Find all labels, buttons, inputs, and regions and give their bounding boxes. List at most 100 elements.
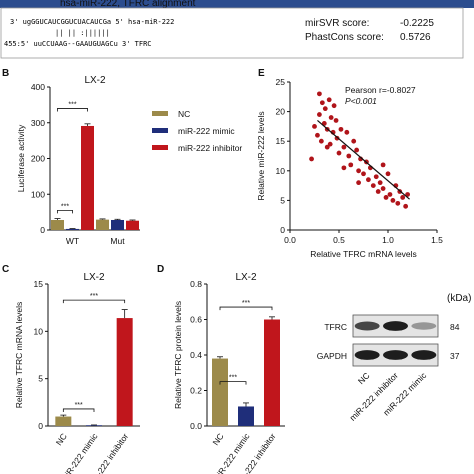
alignment-box — [0, 7, 464, 59]
y-tick-label: 25 — [276, 77, 286, 87]
chart-title: LX-2 — [84, 75, 106, 86]
scatter-point — [373, 174, 379, 180]
legend-entry: NC — [178, 109, 190, 119]
phastcons-score-label: PhastCons score: — [305, 32, 384, 43]
x-tick-label: 0.5 — [333, 235, 345, 245]
scatter-point — [346, 153, 352, 159]
tfrc-protein-chart: 0.0 0.2 0.4 0.6 0.8 LX-2 Relative TFRC protein… — [173, 272, 285, 474]
y-tick-label: 0.0 — [190, 421, 202, 431]
panel-label-c: C — [2, 264, 9, 275]
bar — [55, 416, 72, 426]
y-tick-label: 5 — [38, 374, 43, 384]
correlation-scatter: 0 5 10 15 20 25 Relative miR-222 levels 0.0 0.5 1… — [256, 77, 443, 259]
bar — [66, 228, 79, 230]
y-axis-label: Relative TFRC protein levels — [173, 301, 183, 409]
mirsvr-score-value: -0.2225 — [400, 18, 434, 29]
scatter-point — [377, 180, 383, 186]
y-tick-label: 10 — [276, 166, 286, 176]
kda-label: (kDa) — [447, 293, 471, 304]
y-tick-label: 20 — [276, 107, 286, 117]
regression-line — [317, 120, 410, 200]
scatter-point — [354, 147, 360, 153]
scatter-point — [319, 100, 325, 106]
y-tick-label: 0.2 — [190, 386, 202, 396]
alignment-line-target: 455:5' uuCCUAAG--GAAUGUAGCu 3' TFRC — [4, 40, 152, 48]
x-category-label: NC — [210, 431, 225, 447]
alignment-line-mirna: 3' ugGGUCAUCGGUCUACAUCGa 5' hsa-miR-222 — [10, 18, 174, 26]
bar — [51, 219, 64, 230]
significance-label: *** — [90, 293, 98, 300]
scatter-point — [380, 162, 386, 168]
y-tick-label: 15 — [34, 279, 44, 289]
significance-bracket — [62, 408, 95, 412]
alignment-panel: hsa-miR-222, TFRC alignment 3' ugGGUCAUC… — [0, 0, 474, 59]
blot-band — [411, 350, 437, 360]
panel-label-e: E — [258, 68, 265, 79]
bar — [264, 319, 280, 426]
blot-band — [354, 321, 380, 331]
scatter-point — [370, 183, 376, 189]
scatter-point — [403, 203, 409, 209]
legend-entry: miR-222 inhibitor — [178, 143, 242, 153]
scatter-point — [322, 106, 328, 112]
phastcons-score-value: 0.5726 — [400, 32, 431, 43]
significance-bracket — [219, 381, 247, 385]
panel-label-d: D — [157, 264, 164, 275]
x-tick-label: 1.0 — [382, 235, 394, 245]
significance-bracket — [62, 299, 126, 304]
bar — [238, 406, 254, 426]
blot-band — [383, 321, 408, 331]
scatter-point — [361, 171, 366, 177]
y-tick-label: 0 — [280, 225, 285, 235]
legend-entry: miR-222 mimic — [178, 126, 235, 136]
y-tick-label: 0 — [40, 225, 45, 235]
scatter-point — [318, 138, 324, 144]
scatter-point — [312, 124, 317, 129]
scatter-point — [341, 144, 347, 150]
significance-bracket — [57, 209, 73, 214]
bar — [126, 220, 139, 230]
x-category-label: NC — [54, 431, 69, 447]
bar — [96, 219, 109, 230]
y-tick-label: 15 — [276, 136, 286, 146]
blot-band — [383, 350, 408, 360]
p-value-annotation: P<0.001 — [345, 96, 377, 106]
blot-band — [411, 322, 437, 330]
scatter-point — [317, 112, 322, 117]
blot-lane-label: NC — [356, 370, 372, 386]
scatter-point — [366, 177, 371, 183]
scatter-point — [348, 162, 354, 168]
y-axis-label: Relative TFRC mRNA levels — [14, 302, 24, 409]
x-axis-label: Relative TFRC mRNA levels — [310, 249, 417, 259]
mirsvr-score-label: mirSVR score: — [305, 18, 369, 29]
luciferase-chart: 0 100 200 300 400 LX-2 Luciferase activity WT Mu… — [16, 75, 242, 246]
scatter-point — [324, 144, 330, 150]
significance-label: *** — [75, 402, 83, 409]
panel-label-b: B — [2, 68, 9, 79]
scatter-point — [317, 91, 322, 97]
legend-swatch — [152, 145, 168, 150]
scatter-point — [327, 141, 333, 147]
bar — [81, 125, 94, 230]
scatter-point — [309, 156, 314, 162]
y-tick-label: 300 — [31, 118, 45, 128]
significance-label: *** — [61, 203, 69, 210]
scatter-point — [331, 103, 337, 109]
y-tick-label: 100 — [31, 189, 45, 199]
scatter-point — [344, 129, 350, 135]
scatter-point — [395, 200, 401, 206]
bar — [86, 425, 102, 426]
x-tick-label: 1.5 — [431, 235, 443, 245]
scatter-point — [351, 138, 357, 144]
scatter-point — [387, 192, 393, 197]
scatter-point — [326, 97, 332, 103]
y-tick-label: 200 — [31, 154, 45, 164]
scatter-point — [315, 132, 320, 138]
scatter-point — [383, 195, 389, 200]
scatter-point — [375, 189, 381, 194]
scatter-point — [405, 192, 410, 197]
bar — [111, 219, 124, 230]
y-axis-label: Luciferase activity — [16, 124, 26, 192]
